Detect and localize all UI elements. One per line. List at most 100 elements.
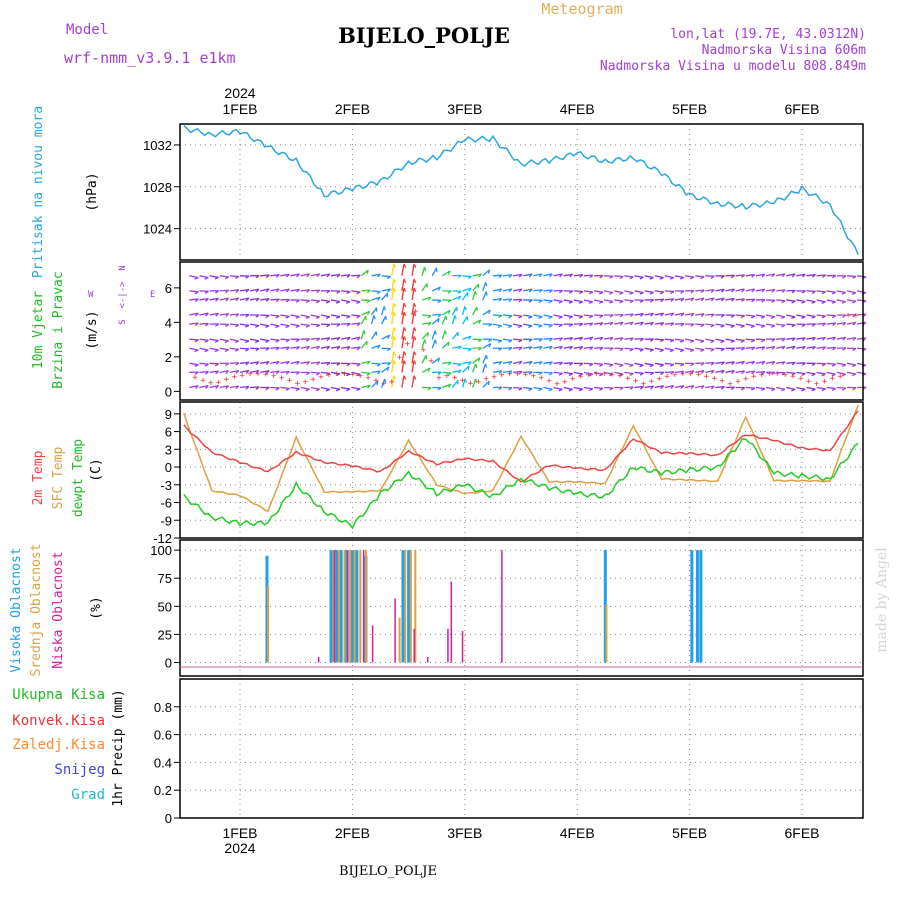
wind-speed-mark: +: [641, 379, 647, 389]
wind-speed-mark: +: [255, 369, 261, 379]
cloud-bar: [394, 598, 396, 662]
temperature-tick-label: -6: [160, 496, 172, 511]
wind-speed-mark: +: [436, 374, 442, 384]
wind-arrow: [200, 363, 209, 364]
precip-ticks: 0.80.60.40.20: [154, 700, 180, 826]
footer-station: BIJELO_POLJE: [339, 864, 437, 879]
temp-title-2m: 2m Temp: [31, 450, 46, 505]
cloud-bar: [410, 550, 412, 662]
wind-speed-mark: +: [468, 379, 474, 389]
wind-speed-mark: +: [413, 307, 419, 317]
wind-speed-mark: +: [830, 374, 836, 384]
wind-speed-mark: +: [499, 371, 505, 381]
wind-speed-mark: +: [271, 371, 277, 381]
wind-arrow-head: [435, 340, 436, 344]
wind-title-1: 10m Vjetar: [31, 291, 46, 369]
wind-speed-mark: +: [444, 372, 450, 382]
top-year-label: 2024: [224, 85, 255, 101]
wind-speed-mark: +: [326, 371, 332, 381]
clouds-tick-label: 100: [150, 543, 172, 558]
cloud-bar: [401, 550, 404, 662]
wind-arrow: [635, 372, 644, 373]
cloud-bar: [365, 550, 367, 662]
wind-speed-mark: +: [397, 353, 403, 363]
precip-unit: 1hr Precip (mm): [111, 689, 126, 806]
wind-speed-mark: +: [727, 380, 733, 390]
wind-speed-mark: +: [287, 376, 293, 386]
cloud-panel-frame: [180, 540, 863, 676]
clouds-tick-label: 0: [165, 656, 172, 671]
cloud-bar: [462, 631, 464, 662]
wind-arrow-head: [426, 355, 427, 359]
wind-speed-mark: +: [460, 376, 466, 386]
temperature-tick-label: -9: [160, 513, 172, 528]
temperature-tick-label: 9: [165, 407, 172, 422]
compass-west: W: [88, 290, 94, 300]
wind-arrow: [776, 300, 785, 301]
wind-arrow: [554, 324, 563, 325]
wind-speed-mark: +: [546, 376, 552, 386]
wind-arrow-head: [477, 307, 478, 311]
wind-arrow-head: [486, 292, 487, 296]
precip-legend-grad: Grad: [71, 787, 105, 803]
top-date-label: 5FEB: [672, 101, 707, 117]
pressure-tick-label: 1028: [143, 180, 172, 195]
wind-arrow: [513, 339, 522, 340]
meteogram-label: Meteogram: [541, 0, 622, 18]
cloud-bar: [690, 550, 693, 662]
wind-speed-mark: +: [696, 370, 702, 380]
bottom-date-label: 4FEB: [560, 825, 595, 841]
wind-arrow: [351, 363, 360, 364]
cloud-bar: [338, 550, 340, 662]
precip-tick-label: 0: [165, 811, 172, 826]
wind-arrow: [463, 276, 472, 277]
wind-speed-mark: +: [358, 371, 364, 381]
wind-arrow: [422, 315, 431, 316]
compass-east: E: [150, 290, 155, 300]
wind-speed-mark: +: [421, 346, 427, 356]
wind-arrow: [372, 363, 381, 364]
cloud-bar: [427, 657, 429, 663]
wind-arrow-head: [386, 316, 387, 320]
wind-arrow: [189, 291, 198, 292]
cloud-bar: [318, 657, 320, 663]
wind-arrow: [746, 387, 755, 388]
wind-speed-mark: +: [247, 370, 253, 380]
clouds-tick-label: 25: [158, 627, 172, 642]
wind-arrow: [806, 291, 815, 292]
wind-speed-mark: +: [539, 374, 545, 384]
temperature-tick-label: 6: [165, 425, 172, 440]
cloud-bars: [265, 550, 702, 662]
watermark: made by Angel: [874, 547, 890, 653]
wind-arrow: [604, 387, 613, 388]
cloud-bar: [355, 550, 358, 662]
precip-legend-snow: Snijeg: [54, 762, 105, 778]
wind-arrow: [857, 348, 866, 349]
wind-speed-mark: +: [523, 370, 529, 380]
grid-lines: [180, 124, 863, 818]
cloud-bar: [359, 550, 361, 662]
wind-arrow: [624, 300, 633, 301]
cloud-bar: [344, 550, 346, 662]
wind-arrow: [675, 363, 684, 364]
wind-speed-mark: +: [381, 379, 387, 389]
wind-speed-mark: +: [617, 372, 623, 382]
wind-speed-mark: +: [790, 372, 796, 382]
dewpt-temp-line: [184, 439, 858, 528]
cloud-bar: [334, 550, 336, 662]
wind-arrow: [786, 324, 795, 325]
precip-panel-frame: [180, 679, 863, 818]
top-date-label: 4FEB: [560, 101, 595, 117]
precip-tick-label: 0.8: [154, 700, 172, 715]
temp-title-dew: dewpt Temp: [71, 439, 86, 517]
altitude-label: Nadmorska Visina 606m: [702, 43, 867, 58]
bottom-date-label: 5FEB: [672, 825, 707, 841]
wind-arrow: [624, 348, 633, 349]
wind-speed-mark: +: [334, 370, 340, 380]
wind-arrow: [837, 387, 846, 388]
cloud-bar: [363, 550, 365, 662]
wind-speed-mark: +: [350, 370, 356, 380]
wind-arrow: [847, 276, 856, 277]
wind-speed-mark: +: [751, 372, 757, 382]
